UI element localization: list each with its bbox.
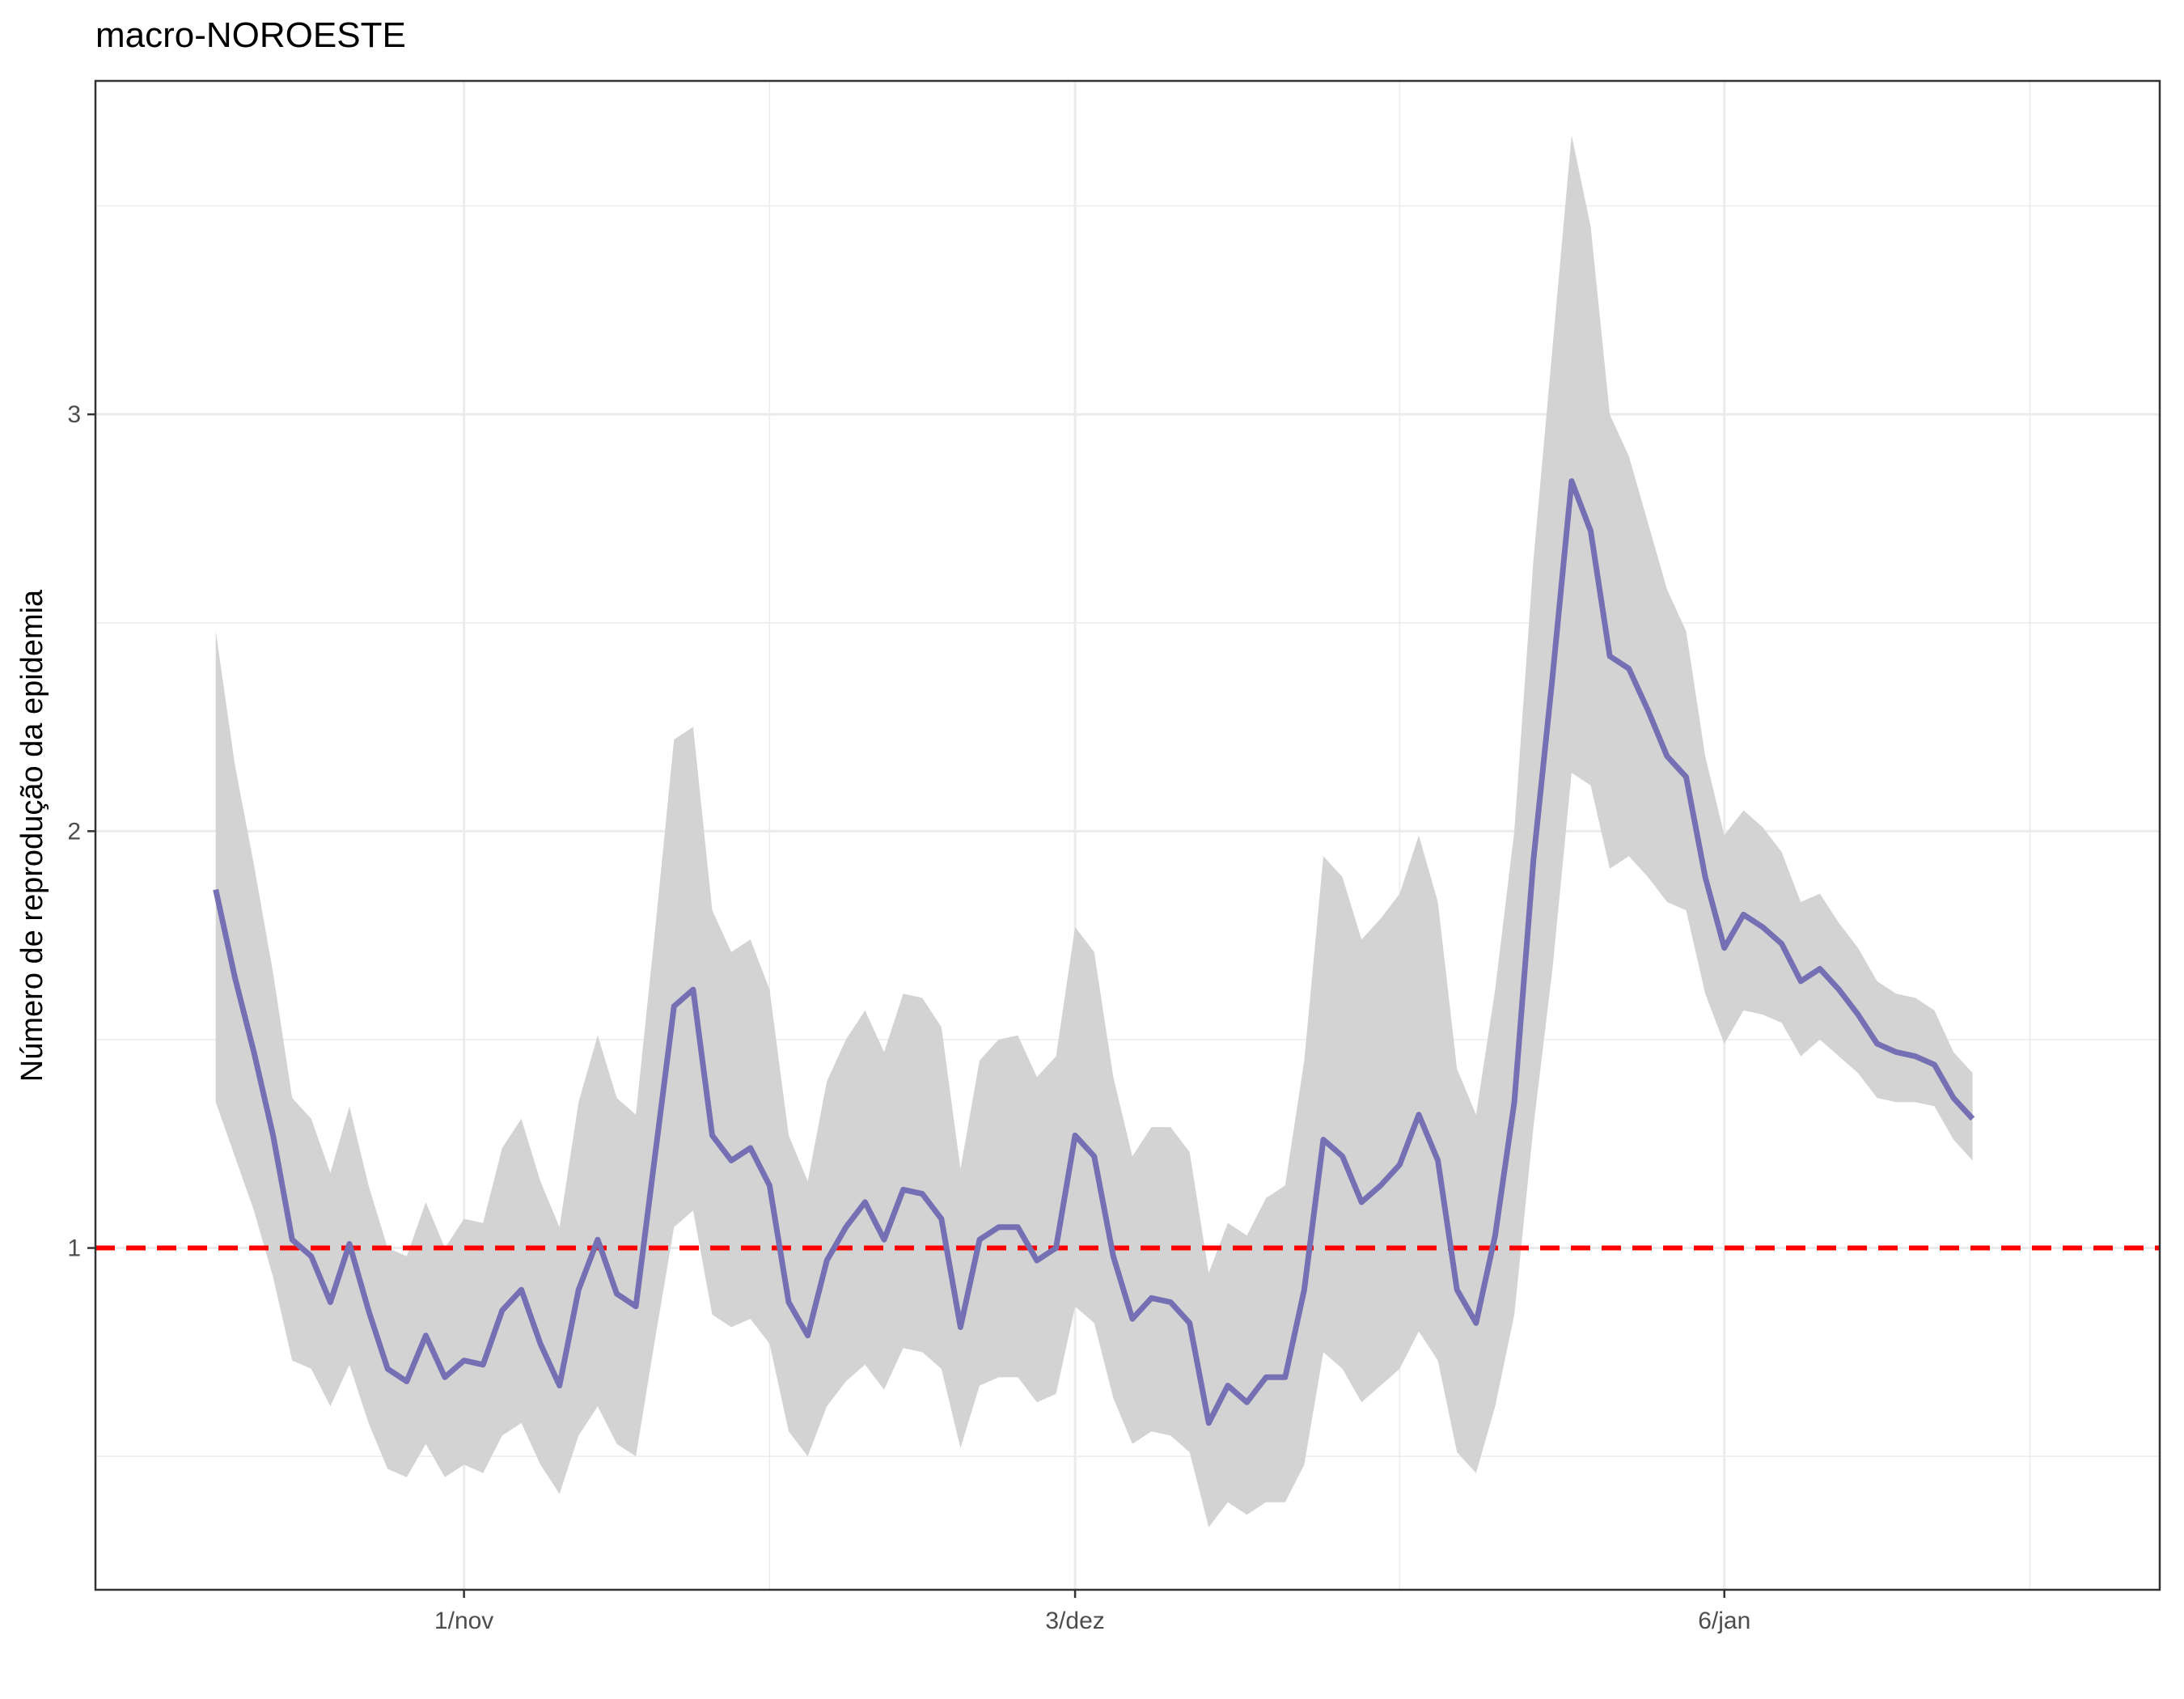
x-tick-label: 1/nov (434, 1608, 493, 1634)
y-tick-label: 1 (67, 1235, 81, 1262)
confidence-ribbon (215, 135, 1973, 1527)
axis-tick-labels: 1 2 3 1/nov 3/dez 6/jan (67, 401, 1750, 1634)
confidence-ribbon-layer (215, 135, 1973, 1527)
y-axis-label: Número de reprodução da epidemia (15, 589, 49, 1082)
chart-title: macro-NOROESTE (95, 15, 406, 55)
plot-panel-border (94, 79, 2161, 1591)
x-tick-label: 6/jan (1698, 1608, 1750, 1634)
y-tick-label: 3 (67, 401, 81, 428)
y-tick-label: 2 (67, 818, 81, 845)
axis-ticks (87, 413, 1725, 1598)
series-line-layer (213, 478, 1975, 1426)
series-line (213, 478, 1975, 1426)
x-tick-label: 3/dez (1045, 1608, 1104, 1634)
